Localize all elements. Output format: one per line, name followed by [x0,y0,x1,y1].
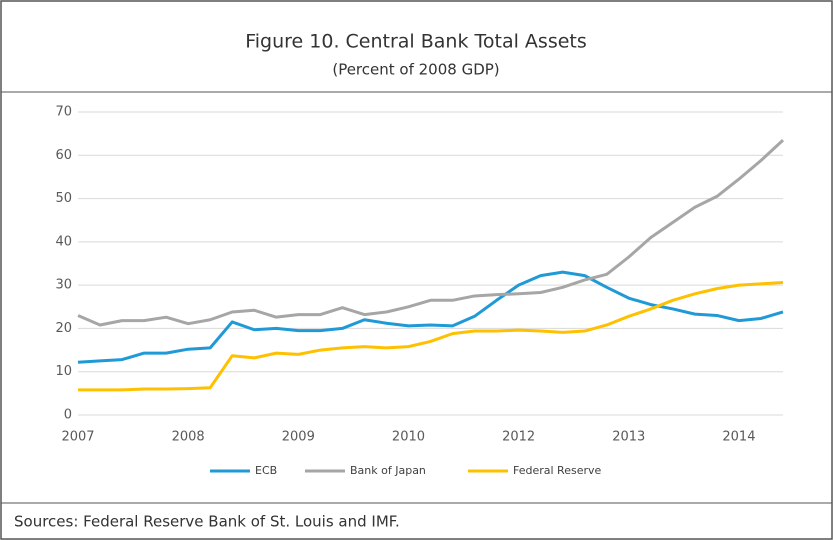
x-tick-label: 2010 [392,430,425,445]
series-line [78,281,784,392]
y-tick-label: 0 [64,408,72,423]
x-tick-label: 2009 [282,430,315,445]
legend-label: ECB [255,464,277,477]
y-tick-label: 10 [55,364,72,379]
x-tick-label: 2013 [612,430,645,445]
series-line [77,139,785,327]
x-tick-label: 2014 [722,430,755,445]
chart-title: Figure 10. Central Bank Total Assets [245,31,587,53]
y-tick-label: 20 [55,321,72,336]
chart-subtitle: (Percent of 2008 GDP) [332,61,499,79]
y-tick-label: 30 [55,278,72,293]
legend-label: Federal Reserve [513,464,602,477]
x-tick-label: 2008 [172,430,205,445]
source-note: Sources: Federal Reserve Bank of St. Lou… [14,513,400,531]
x-tick-label: 2007 [61,430,94,445]
y-tick-label: 60 [55,148,72,163]
series-line [77,270,784,364]
legend-label: Bank of Japan [350,464,426,477]
y-tick-label: 50 [55,191,72,206]
y-tick-label: 40 [55,234,72,249]
x-tick-label: 2012 [502,430,535,445]
y-tick-label: 70 [55,105,72,120]
